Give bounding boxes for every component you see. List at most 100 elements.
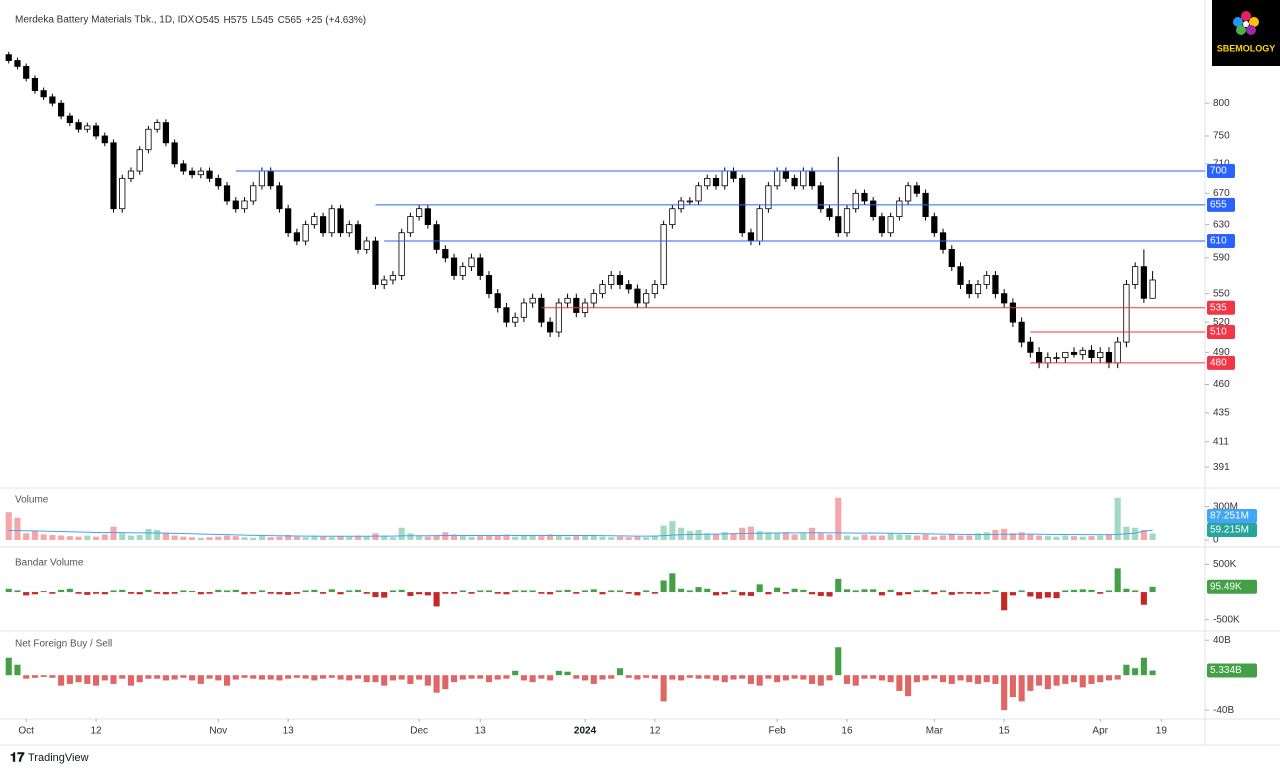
- bar: [389, 675, 396, 681]
- bar: [110, 675, 117, 684]
- bar: [5, 588, 12, 593]
- candle-body: [206, 170, 213, 179]
- bar: [1018, 590, 1025, 593]
- bar: [189, 590, 196, 593]
- bar: [503, 534, 510, 540]
- bar: [180, 675, 187, 678]
- bar: [555, 535, 562, 540]
- bar: [75, 675, 82, 683]
- bar: [363, 592, 370, 594]
- bar: [189, 675, 196, 681]
- candle-body: [1088, 349, 1095, 358]
- bar: [1088, 589, 1095, 593]
- bar: [905, 535, 912, 540]
- bar: [861, 589, 868, 593]
- bar: [1088, 536, 1095, 540]
- bar: [119, 533, 126, 540]
- bar: [84, 592, 91, 595]
- candle-body: [354, 224, 362, 250]
- y-tick-label: 490: [1213, 347, 1230, 358]
- bar: [896, 592, 903, 596]
- bar: [712, 592, 720, 596]
- bar: [84, 675, 91, 684]
- bar: [791, 588, 798, 593]
- bar: [223, 675, 231, 686]
- candle-body: [660, 224, 667, 285]
- candle-body: [808, 170, 816, 187]
- candle-body: [1070, 351, 1078, 355]
- candle-body: [817, 185, 824, 210]
- candle-body: [503, 307, 510, 323]
- candle-body: [145, 128, 152, 151]
- bar: [302, 675, 309, 679]
- candle-body: [966, 284, 973, 295]
- candle-body: [843, 208, 851, 234]
- candle-body: [1018, 321, 1025, 343]
- bar: [730, 533, 737, 540]
- candle-body: [564, 297, 571, 304]
- bar: [276, 536, 283, 540]
- candle-body: [154, 122, 161, 130]
- candle-body: [450, 257, 458, 276]
- bar: [800, 589, 807, 593]
- bar: [267, 675, 274, 680]
- ohlc-legend: O545 H575 L545 C565 +25 (+4.63%): [195, 15, 366, 26]
- bar: [1027, 592, 1034, 597]
- ohlc-value: L545: [251, 15, 274, 26]
- bar: [756, 675, 763, 686]
- logo-petal: [1236, 25, 1246, 35]
- bar: [92, 592, 100, 594]
- bar: [1053, 536, 1060, 540]
- level-box: [1207, 355, 1235, 370]
- bar: [520, 590, 527, 593]
- bar: [389, 537, 396, 540]
- bar: [136, 675, 143, 683]
- bar: [1132, 527, 1139, 540]
- bar: [1105, 675, 1113, 681]
- bar: [119, 675, 126, 679]
- bar: [5, 512, 12, 540]
- bar: [817, 592, 824, 596]
- bar: [285, 535, 292, 540]
- bar: [1123, 664, 1130, 676]
- candle-body: [258, 170, 266, 187]
- candle-body: [835, 216, 842, 234]
- bar: [49, 675, 56, 678]
- bar: [494, 592, 501, 594]
- logo-center: [1243, 21, 1249, 27]
- bar: [922, 675, 929, 681]
- bar: [127, 592, 135, 594]
- bar: [590, 589, 597, 593]
- bar: [520, 675, 527, 681]
- bar: [852, 536, 859, 540]
- bar: [538, 592, 545, 594]
- bar: [1062, 590, 1069, 593]
- candle-body: [162, 122, 170, 144]
- bar: [564, 589, 571, 593]
- bar: [442, 532, 449, 540]
- candle-body: [49, 96, 56, 104]
- bar: [136, 535, 143, 540]
- bar: [861, 534, 868, 540]
- bar: [258, 675, 266, 680]
- bar: [293, 536, 300, 540]
- bar: [852, 675, 859, 686]
- candle-body: [1140, 266, 1147, 299]
- bar: [870, 675, 877, 679]
- bar: [826, 675, 833, 681]
- candle-body: [119, 177, 126, 210]
- pane-title: Net Foreign Buy / Sell: [15, 639, 112, 650]
- bar: [127, 675, 135, 686]
- candle-body: [555, 302, 562, 333]
- bar: [424, 675, 431, 686]
- bar: [843, 535, 851, 540]
- candle-body: [293, 232, 300, 242]
- candle-body: [442, 249, 449, 259]
- bar: [896, 534, 903, 540]
- bar: [58, 589, 65, 593]
- bar: [835, 647, 842, 676]
- bar: [311, 675, 318, 681]
- bar: [634, 536, 641, 540]
- bar: [1070, 675, 1078, 683]
